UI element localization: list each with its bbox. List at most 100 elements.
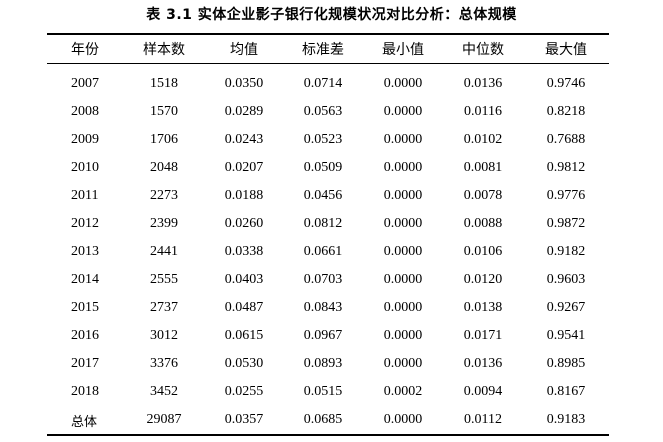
table-body: 2007 1518 0.0350 0.0714 0.0000 0.0136 0.9746 20… [47,64,609,435]
cell-median: 0.0136 [463,76,503,91]
cell-sample-count: 2273 [150,188,178,203]
cell-max: 0.8218 [546,104,586,119]
table-row: 2011 2273 0.0188 0.0456 0.0000 0.0078 0.9776 [47,182,609,210]
cell-max: 0.9812 [546,160,586,175]
stats-table-container: 年份 样本数 均值 标准差 最小值 中位数 最大值 2007 1518 0.0350… [47,33,609,436]
cell-max: 0.9872 [546,216,586,231]
cell-min: 0.0000 [383,244,423,259]
header-std-dev: 标准差 [302,42,344,58]
cell-year: 2018 [71,384,99,399]
cell-min: 0.0000 [383,132,423,147]
cell-std-dev: 0.0893 [303,356,343,371]
cell-year: 2010 [71,160,99,175]
cell-max: 0.9182 [546,244,586,259]
cell-std-dev: 0.0563 [303,104,343,119]
cell-mean: 0.0530 [224,356,264,371]
cell-sample-count: 1518 [150,76,178,91]
cell-std-dev: 0.0456 [303,188,343,203]
cell-sample-count: 2399 [150,216,178,231]
cell-max: 0.8985 [546,356,586,371]
cell-min: 0.0000 [383,216,423,231]
header-mean: 均值 [230,42,258,58]
cell-mean: 0.0188 [224,188,264,203]
cell-mean: 0.0255 [224,384,264,399]
cell-mean: 0.0615 [224,328,264,343]
cell-max: 0.7688 [546,132,586,147]
header-year: 年份 [71,42,99,58]
cell-min: 0.0002 [383,384,423,399]
cell-year: 2013 [71,244,99,259]
table-row: 2017 3376 0.0530 0.0893 0.0000 0.0136 0.8985 [47,350,609,378]
cell-mean: 0.0338 [224,244,264,259]
cell-year: 2008 [71,104,99,119]
cell-sample-count: 1706 [150,132,178,147]
cell-max: 0.9603 [546,272,586,287]
table-row: 2012 2399 0.0260 0.0812 0.0000 0.0088 0.9872 [47,210,609,238]
table-row: 总体 29087 0.0357 0.0685 0.0000 0.0112 0.9183 [47,406,609,435]
cell-mean: 0.0487 [224,300,264,315]
table-row: 2007 1518 0.0350 0.0714 0.0000 0.0136 0.9746 [47,64,609,99]
cell-min: 0.0000 [383,328,423,343]
cell-mean: 0.0357 [224,412,264,427]
table-row: 2008 1570 0.0289 0.0563 0.0000 0.0116 0.8218 [47,98,609,126]
cell-sample-count: 3452 [150,384,178,399]
cell-mean: 0.0243 [224,132,264,147]
table-row: 2010 2048 0.0207 0.0509 0.0000 0.0081 0.9812 [47,154,609,182]
cell-std-dev: 0.0509 [303,160,343,175]
cell-sample-count: 1570 [150,104,178,119]
cell-mean: 0.0260 [224,216,264,231]
cell-sample-count: 2555 [150,272,178,287]
cell-median: 0.0112 [464,412,502,427]
cell-median: 0.0078 [463,188,503,203]
cell-mean: 0.0403 [224,272,264,287]
cell-sample-count: 3012 [150,328,178,343]
cell-year: 2007 [71,76,99,91]
table-row: 2018 3452 0.0255 0.0515 0.0002 0.0094 0.8167 [47,378,609,406]
table-caption: 表 3.1 实体企业影子银行化规模状况对比分析：总体规模 [146,7,517,23]
cell-std-dev: 0.0812 [303,216,343,231]
cell-median: 0.0081 [463,160,503,175]
cell-year: 2016 [71,328,99,343]
header-max: 最大值 [545,42,587,58]
cell-std-dev: 0.0523 [303,132,343,147]
cell-sample-count: 2048 [150,160,178,175]
cell-mean: 0.0350 [224,76,264,91]
cell-max: 0.9541 [546,328,586,343]
cell-std-dev: 0.0843 [303,300,343,315]
cell-min: 0.0000 [383,356,423,371]
cell-std-dev: 0.0685 [303,412,343,427]
cell-min: 0.0000 [383,104,423,119]
cell-median: 0.0088 [463,216,503,231]
table-header-row: 年份 样本数 均值 标准差 最小值 中位数 最大值 [47,34,609,64]
header-sample-count: 样本数 [143,42,185,58]
cell-std-dev: 0.0714 [303,76,343,91]
cell-sample-count: 3376 [150,356,178,371]
cell-year: 2015 [71,300,99,315]
cell-median: 0.0171 [463,328,503,343]
cell-year: 总体 [71,414,98,430]
cell-max: 0.9183 [546,412,586,427]
cell-sample-count: 2441 [150,244,178,259]
cell-max: 0.8167 [546,384,586,399]
cell-min: 0.0000 [383,160,423,175]
cell-std-dev: 0.0703 [303,272,343,287]
stats-table: 年份 样本数 均值 标准差 最小值 中位数 最大值 2007 1518 0.0350… [47,33,609,436]
header-median: 中位数 [462,42,504,58]
cell-std-dev: 0.0967 [303,328,343,343]
cell-mean: 0.0289 [224,104,264,119]
cell-mean: 0.0207 [224,160,264,175]
table-row: 2015 2737 0.0487 0.0843 0.0000 0.0138 0.9267 [47,294,609,322]
table-row: 2009 1706 0.0243 0.0523 0.0000 0.0102 0.7688 [47,126,609,154]
cell-min: 0.0000 [383,412,423,427]
cell-sample-count: 2737 [150,300,178,315]
cell-min: 0.0000 [383,272,423,287]
table-row: 2013 2441 0.0338 0.0661 0.0000 0.0106 0.9182 [47,238,609,266]
cell-year: 2011 [71,188,99,203]
cell-sample-count: 29087 [146,412,182,427]
cell-max: 0.9746 [546,76,586,91]
cell-year: 2009 [71,132,99,147]
table-row: 2016 3012 0.0615 0.0967 0.0000 0.0171 0.9541 [47,322,609,350]
cell-median: 0.0094 [463,384,503,399]
cell-min: 0.0000 [383,76,423,91]
cell-median: 0.0102 [463,132,503,147]
